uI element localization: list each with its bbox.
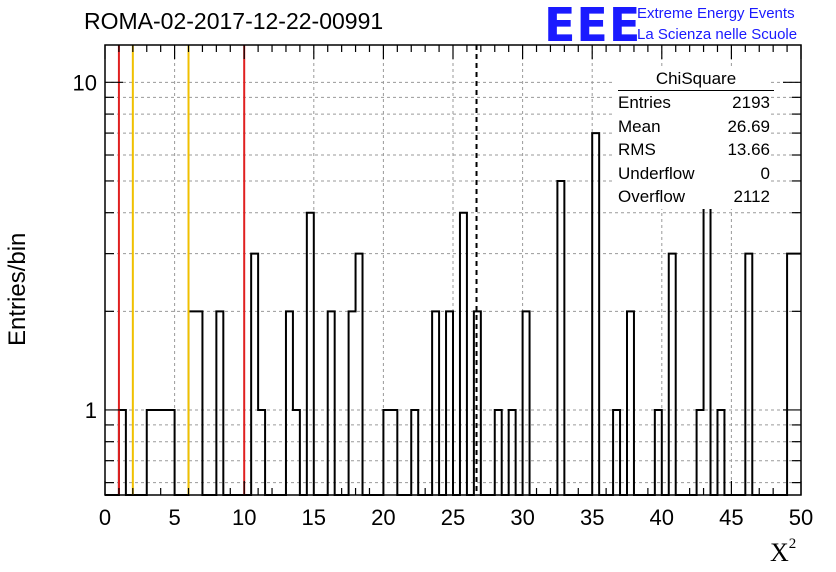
stats-value: 26.69	[727, 116, 770, 136]
histogram-bin	[432, 311, 439, 495]
x-tick-label: 35	[580, 505, 604, 530]
stats-row: Underflow 0	[612, 162, 770, 186]
histogram-bin	[195, 311, 202, 495]
histogram-bin	[787, 254, 794, 495]
stats-value: 13.66	[727, 140, 770, 160]
histogram-bin	[216, 311, 223, 495]
logo-caption-line1: Extreme Energy Events	[637, 5, 795, 22]
stats-title: ChiSquare	[618, 68, 774, 91]
x-tick-label: 10	[232, 505, 256, 530]
histogram-bin	[286, 311, 293, 495]
x-tick-label: 40	[650, 505, 674, 530]
stats-label: Entries	[618, 93, 671, 112]
histogram-bin	[745, 254, 752, 495]
histogram-bin	[669, 254, 676, 495]
stats-label: RMS	[618, 140, 656, 160]
chart-title: ROMA-02-2017-12-22-00991	[84, 8, 384, 34]
histogram-bin	[356, 254, 363, 495]
y-tick-label: 1	[85, 398, 97, 423]
x-axis-label: X2	[770, 536, 797, 567]
y-axis-label: Entries/bin	[4, 232, 31, 346]
x-tick-label: 45	[719, 505, 743, 530]
stats-row: Mean 26.69	[612, 115, 770, 139]
eee-logo: EEE	[544, 0, 642, 52]
x-tick-label: 15	[302, 505, 326, 530]
stats-value: 0	[760, 163, 770, 183]
logo-caption: Extreme Energy Events La Scienza nelle S…	[637, 3, 797, 45]
stats-value: 2112	[733, 187, 770, 207]
histogram-bin	[189, 311, 196, 495]
histogram-bin	[446, 311, 453, 495]
logo-caption-line2: La Scienza nelle Scuole	[637, 26, 798, 43]
stats-label: Underflow	[618, 163, 695, 183]
stats-label: Overflow	[618, 187, 686, 207]
histogram-bin	[307, 213, 314, 495]
histogram-bin	[592, 133, 599, 495]
tick-labels: 0 5 10 15 20 25 30 35 40 45 50 1 10	[73, 70, 814, 530]
histogram-bin	[328, 311, 335, 495]
stats-row: RMS 13.66	[612, 138, 770, 162]
axes	[104, 44, 802, 496]
histogram-bin	[460, 213, 467, 495]
x-tick-label: 25	[441, 505, 465, 530]
histogram-bin	[794, 254, 801, 495]
y-tick-label: 10	[73, 70, 97, 95]
histogram-bin	[627, 311, 634, 495]
histogram-bin	[349, 311, 356, 495]
stats-box: ChiSquare Entries 2193 Mean 26.69 RMS 13.66…	[612, 68, 774, 209]
stats-row: Overflow 2112	[612, 185, 770, 209]
histogram-bin	[474, 311, 481, 495]
x-tick-label: 50	[789, 505, 813, 530]
histogram-bin	[523, 311, 530, 495]
histogram-bin	[557, 181, 564, 495]
stats-label: Mean	[618, 116, 661, 136]
stats-value: 2193	[732, 93, 770, 112]
x-tick-label: 20	[371, 505, 395, 530]
x-tick-label: 0	[99, 505, 111, 530]
stats-row: Entries 2193	[612, 91, 770, 115]
histogram-bin	[251, 254, 258, 495]
x-tick-label: 5	[168, 505, 180, 530]
reference-lines	[117, 45, 478, 495]
x-tick-label: 30	[510, 505, 534, 530]
